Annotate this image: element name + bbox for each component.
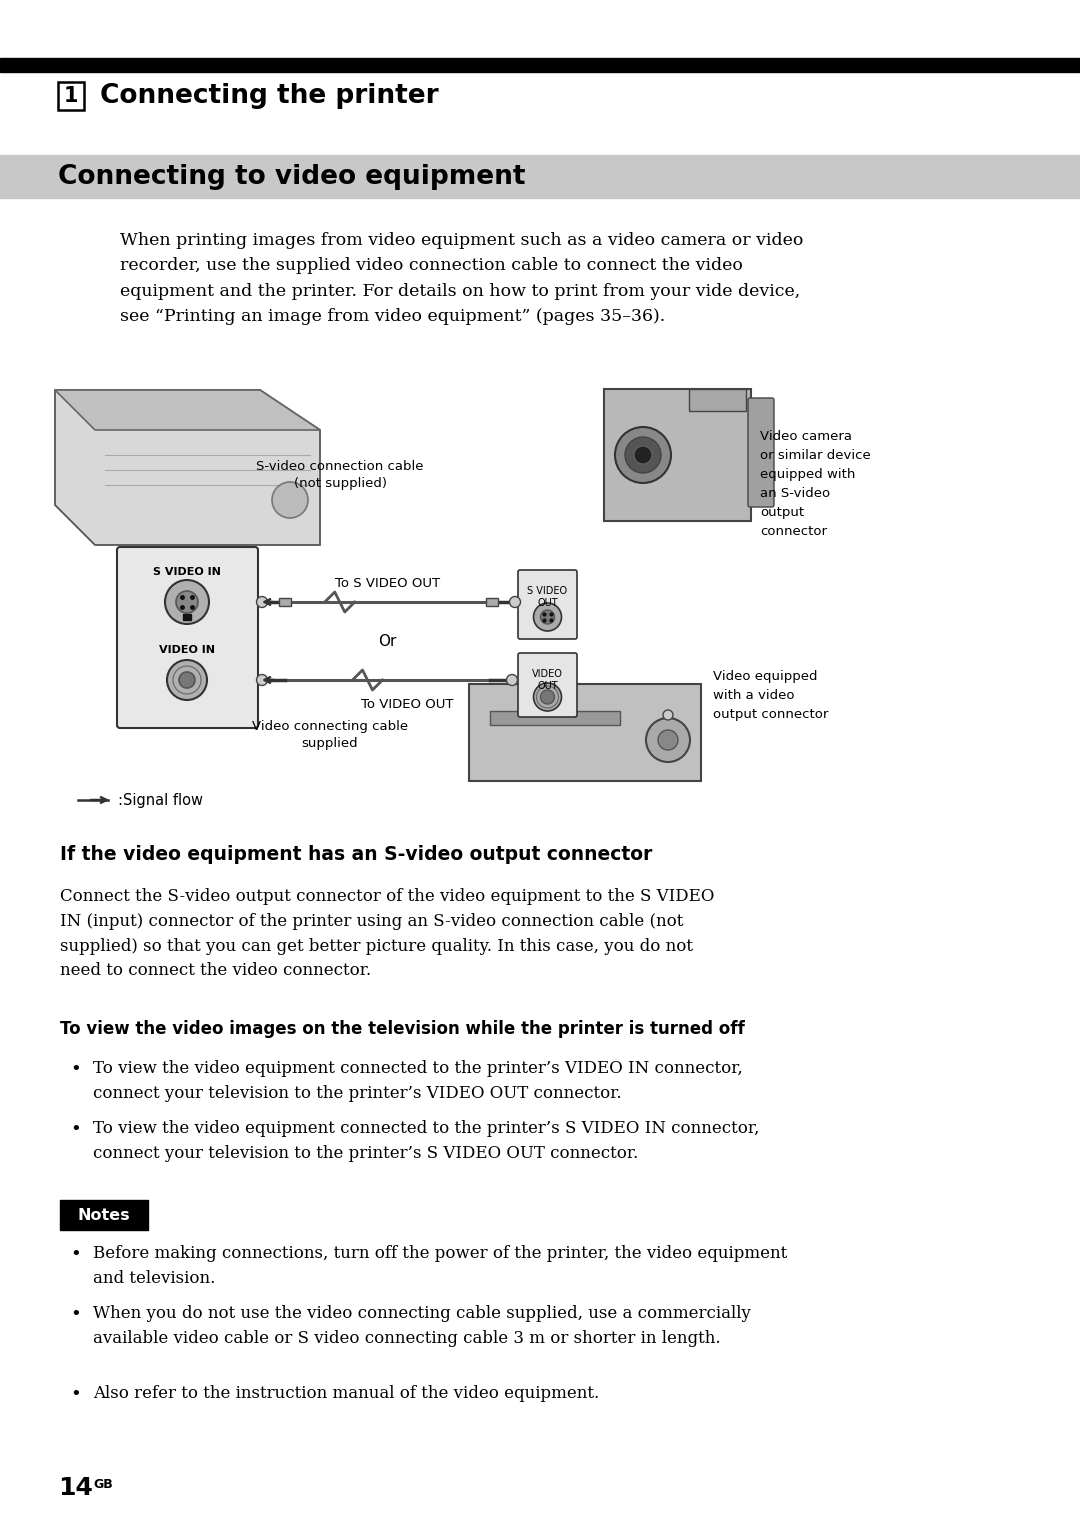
Text: To view the video equipment connected to the printer’s S VIDEO IN connector,
con: To view the video equipment connected to… xyxy=(93,1121,759,1162)
Text: :Signal flow: :Signal flow xyxy=(118,792,203,807)
Text: S VIDEO
OUT: S VIDEO OUT xyxy=(527,586,568,609)
Text: Or: Or xyxy=(378,633,396,648)
Text: Video equipped
with a video
output connector: Video equipped with a video output conne… xyxy=(713,670,828,722)
FancyBboxPatch shape xyxy=(604,388,751,521)
Text: Video camera
or similar device
equipped with
an S-video
output
connector: Video camera or similar device equipped … xyxy=(760,430,870,538)
Circle shape xyxy=(272,482,308,518)
Text: 1: 1 xyxy=(64,86,78,106)
Text: Connecting the printer: Connecting the printer xyxy=(100,83,438,109)
Bar xyxy=(490,711,620,725)
Text: S-video connection cable
(not supplied): S-video connection cable (not supplied) xyxy=(256,460,423,489)
Bar xyxy=(486,598,498,605)
Bar xyxy=(279,598,291,605)
Circle shape xyxy=(176,592,198,613)
Circle shape xyxy=(534,602,562,631)
FancyBboxPatch shape xyxy=(518,570,577,639)
Circle shape xyxy=(658,729,678,751)
Text: Video connecting cable
supplied: Video connecting cable supplied xyxy=(252,720,408,751)
Text: To VIDEO OUT: To VIDEO OUT xyxy=(361,699,454,711)
Text: VIDEO
OUT: VIDEO OUT xyxy=(532,670,563,691)
Text: 14: 14 xyxy=(58,1475,93,1500)
Circle shape xyxy=(165,579,210,624)
Polygon shape xyxy=(55,390,320,544)
FancyBboxPatch shape xyxy=(117,547,258,728)
Text: •: • xyxy=(70,1245,81,1263)
Text: When printing images from video equipment such as a video camera or video
record: When printing images from video equipmen… xyxy=(120,232,804,326)
Circle shape xyxy=(625,437,661,472)
Text: To view the video equipment connected to the printer’s VIDEO IN connector,
conne: To view the video equipment connected to… xyxy=(93,1060,743,1102)
Text: Before making connections, turn off the power of the printer, the video equipmen: Before making connections, turn off the … xyxy=(93,1245,787,1287)
Circle shape xyxy=(615,427,671,483)
Bar xyxy=(60,1200,148,1229)
Circle shape xyxy=(540,690,554,703)
Circle shape xyxy=(634,446,652,463)
Bar xyxy=(0,58,1080,72)
Bar xyxy=(0,154,1080,197)
Text: If the video equipment has an S-video output connector: If the video equipment has an S-video ou… xyxy=(60,846,652,864)
Text: To S VIDEO OUT: To S VIDEO OUT xyxy=(335,576,440,590)
Text: To view the video images on the television while the printer is turned off: To view the video images on the televisi… xyxy=(60,1020,745,1038)
Text: Also refer to the instruction manual of the video equipment.: Also refer to the instruction manual of … xyxy=(93,1385,599,1402)
Circle shape xyxy=(663,709,673,720)
Text: Connect the S-video output connector of the video equipment to the S VIDEO
IN (i: Connect the S-video output connector of … xyxy=(60,888,714,980)
FancyBboxPatch shape xyxy=(689,388,746,411)
Circle shape xyxy=(540,610,554,624)
Text: S VIDEO IN: S VIDEO IN xyxy=(153,567,221,576)
Text: •: • xyxy=(70,1385,81,1404)
Text: Connecting to video equipment: Connecting to video equipment xyxy=(58,164,526,190)
Text: •: • xyxy=(70,1121,81,1138)
Text: When you do not use the video connecting cable supplied, use a commercially
avai: When you do not use the video connecting… xyxy=(93,1304,751,1347)
Text: •: • xyxy=(70,1060,81,1078)
FancyBboxPatch shape xyxy=(748,398,774,508)
Circle shape xyxy=(534,683,562,711)
Circle shape xyxy=(179,673,195,688)
Polygon shape xyxy=(183,615,191,619)
FancyBboxPatch shape xyxy=(469,683,701,781)
Polygon shape xyxy=(55,390,320,430)
Text: Notes: Notes xyxy=(78,1208,131,1223)
Circle shape xyxy=(510,596,521,607)
Text: VIDEO IN: VIDEO IN xyxy=(159,645,215,654)
FancyBboxPatch shape xyxy=(518,653,577,717)
Circle shape xyxy=(507,674,517,685)
Text: •: • xyxy=(70,1304,81,1323)
FancyBboxPatch shape xyxy=(58,83,84,110)
Circle shape xyxy=(257,674,268,685)
Circle shape xyxy=(257,596,268,607)
Circle shape xyxy=(646,719,690,761)
Circle shape xyxy=(167,661,207,700)
Text: GB: GB xyxy=(93,1477,112,1491)
